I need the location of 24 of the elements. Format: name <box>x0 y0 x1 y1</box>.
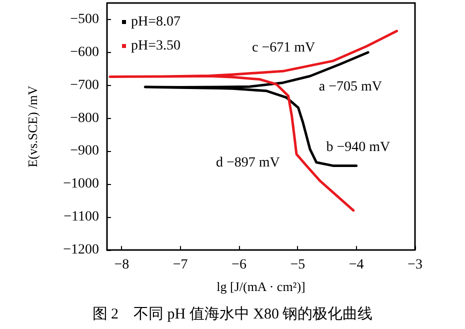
legend-label: pH=3.50 <box>131 38 181 54</box>
x-tick-label: −6 <box>232 258 246 272</box>
x-tick-label: −5 <box>290 258 306 272</box>
x-tick-label: −4 <box>348 258 364 272</box>
y-tick-label: −900 <box>70 144 99 159</box>
x-axis-title: lg [J/(mA · cm²)] <box>216 279 306 294</box>
annotation: d −897 mV <box>216 156 280 171</box>
y-tick-label: −1100 <box>64 210 99 225</box>
y-tick-label: −800 <box>70 110 99 126</box>
y-tick-label: −700 <box>70 78 99 93</box>
line-series <box>108 30 398 212</box>
annotation: b −940 mV <box>326 140 390 155</box>
annotation: a −705 mV <box>318 79 382 94</box>
y-tick-label: −1200 <box>63 242 99 258</box>
y-tick-label: −600 <box>70 44 99 60</box>
y-tick-label: −1000 <box>63 176 99 192</box>
y-axis-title: E(vs.SCE) /mV <box>25 85 40 168</box>
x-tick-label: −7 <box>172 258 188 272</box>
text: 图 2 不同 pH 值海水中 X80 钢的极化曲线 <box>92 306 373 322</box>
y-tick-label: −500 <box>70 12 99 27</box>
legend-label: pH=8.07 <box>131 14 181 30</box>
x-tick-label: −3 <box>408 258 422 272</box>
annotation: c −671 mV <box>252 40 316 56</box>
x-tick-label: −8 <box>114 258 130 272</box>
